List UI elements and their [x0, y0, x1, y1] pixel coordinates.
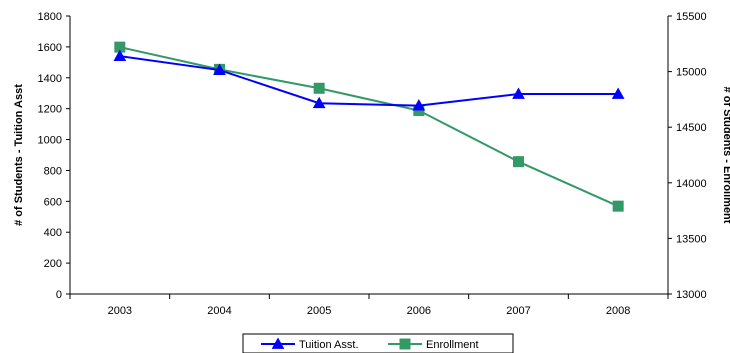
legend-box [242, 333, 514, 353]
ticks: 0 200 400 600 800 1000 1200 1400 1600 1800 13000 13… [38, 11, 707, 317]
legend-enrollment-label: Enrollment [426, 339, 479, 351]
y-left-tick-label: 600 [44, 196, 62, 208]
legend: Tuition Asst. Enrollment [242, 333, 514, 353]
y-left-tick-label: 800 [44, 165, 62, 177]
y-left-axis-title: # of Students - Tuition Asst [13, 84, 25, 226]
tuition-asst-point [113, 49, 127, 62]
y-left-tick-label: 1200 [38, 104, 62, 116]
y-left-tick-label: 1400 [38, 73, 62, 85]
axes [69, 16, 669, 295]
legend-enrollment-marker [399, 338, 411, 350]
tuition-asst-point [412, 99, 426, 111]
y-right-tick-label: 14500 [676, 122, 707, 134]
x-tick-label: 2004 [207, 305, 231, 317]
tuition-asst-point [213, 63, 226, 75]
enrollment-point [513, 156, 524, 168]
tuition-asst-point [512, 87, 525, 99]
y-left-tick-label: 0 [56, 289, 62, 301]
x-tick-label: 2008 [606, 305, 630, 317]
y-left-tick-label: 400 [44, 227, 62, 239]
y-right-tick-label: 13000 [676, 289, 707, 301]
y-left-tick-label: 1000 [38, 135, 62, 147]
x-tick-label: 2006 [407, 305, 431, 317]
y-right-axis-title: # of Students - Enrollment [721, 87, 730, 224]
y-right-tick-label: 15000 [676, 67, 707, 79]
tuition-asst-line [119, 55, 619, 107]
tuition-asst-point [611, 87, 625, 99]
x-tick-label: 2005 [307, 305, 331, 317]
series [113, 41, 625, 212]
enrollment-point [612, 200, 624, 212]
tuition-asst-point [312, 96, 326, 109]
y-left-tick-label: 1800 [38, 11, 62, 23]
enrollment-point [313, 82, 325, 94]
legend-tuition-asst-marker [271, 337, 285, 349]
y-left-tick-label: 200 [44, 258, 62, 270]
x-tick-label: 2007 [506, 305, 530, 317]
y-right-tick-label: 14000 [676, 178, 707, 190]
enrollment-line [119, 46, 619, 208]
y-right-tick-label: 15500 [676, 11, 707, 23]
legend-tuition-asst-label: Tuition Asst. [299, 339, 359, 351]
y-left-tick-label: 1600 [38, 42, 62, 54]
y-right-tick-label: 13500 [676, 233, 707, 245]
x-tick-label: 2003 [108, 305, 132, 317]
